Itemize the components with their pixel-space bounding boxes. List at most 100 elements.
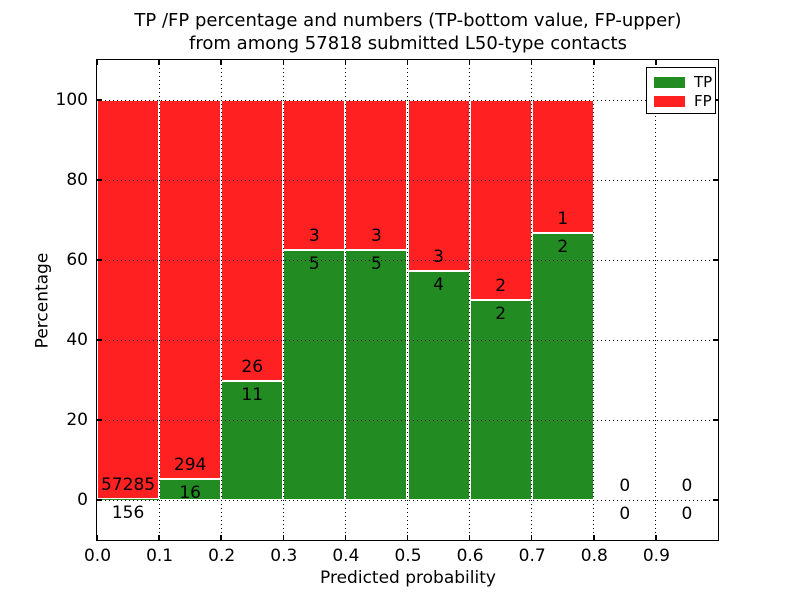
tick-mark-right bbox=[713, 419, 718, 421]
x-tick-label: 0.4 bbox=[332, 546, 360, 566]
fp-color-swatch bbox=[654, 96, 685, 107]
x-tick-label: 0.9 bbox=[642, 546, 670, 566]
tp-count-label: 2 bbox=[557, 237, 569, 258]
gridline-vertical bbox=[344, 60, 346, 540]
fp-count-label: 3 bbox=[433, 247, 444, 268]
x-tick-label: 0.0 bbox=[83, 546, 112, 566]
gridline-vertical bbox=[655, 60, 657, 540]
chart-title-line1: TP /FP percentage and numbers (TP-bottom… bbox=[134, 10, 682, 31]
tick-mark-bottom bbox=[655, 535, 657, 540]
tick-mark-top bbox=[530, 60, 533, 65]
gridline-vertical bbox=[407, 60, 408, 540]
tick-mark-right bbox=[713, 339, 718, 341]
legend-item-fp: FP bbox=[647, 92, 715, 111]
tick-mark-bottom bbox=[468, 535, 471, 540]
fp-count-label: 3 bbox=[371, 226, 382, 246]
tick-mark-bottom bbox=[593, 535, 595, 540]
tp-count-label: 0 bbox=[619, 504, 631, 524]
bar-tp-segment bbox=[469, 300, 532, 500]
fp-count-label: 1 bbox=[557, 209, 569, 230]
tp-count-label: 5 bbox=[371, 254, 382, 274]
fp-count-label: 26 bbox=[241, 357, 264, 378]
legend: TP FP bbox=[646, 67, 716, 114]
bar-tp-segment bbox=[221, 381, 284, 500]
tick-mark-right bbox=[713, 179, 718, 181]
gridline-vertical bbox=[220, 60, 222, 540]
bar-fp-segment bbox=[221, 100, 284, 382]
bar-tp-segment bbox=[407, 271, 470, 500]
gridline-vertical bbox=[158, 60, 160, 540]
fp-count-label: 57285 bbox=[101, 474, 156, 495]
tick-mark-top bbox=[220, 60, 222, 65]
x-tick-label: 0.3 bbox=[270, 546, 298, 566]
bar-fp-segment bbox=[283, 100, 346, 250]
bar-fp-segment bbox=[469, 100, 532, 300]
x-tick-label: 0.6 bbox=[456, 546, 484, 566]
tp-count-label: 2 bbox=[495, 304, 507, 324]
tick-mark-bottom bbox=[96, 535, 98, 540]
bar-tp-segment bbox=[97, 498, 160, 500]
x-tick-label: 0.5 bbox=[394, 546, 422, 566]
tick-mark-bottom bbox=[530, 535, 533, 540]
tick-mark-bottom bbox=[158, 535, 160, 540]
tick-mark-right bbox=[713, 499, 718, 501]
tp-count-label: 4 bbox=[433, 275, 444, 296]
bar-fp-segment bbox=[159, 100, 222, 480]
chart-title: TP /FP percentage and numbers (TP-bottom… bbox=[96, 9, 720, 55]
bar-tp-segment bbox=[531, 233, 594, 500]
tick-mark-left bbox=[97, 99, 102, 101]
tick-mark-top bbox=[282, 60, 285, 65]
x-tick-label: 0.7 bbox=[518, 546, 546, 566]
tick-mark-left bbox=[97, 499, 102, 501]
tp-count-label: 156 bbox=[111, 502, 145, 523]
x-axis-title: Predicted probability bbox=[320, 568, 496, 588]
gridline-vertical bbox=[593, 60, 595, 540]
fp-count-label: 2 bbox=[495, 276, 507, 296]
gridline-vertical bbox=[282, 60, 284, 540]
y-tick-label: 80 bbox=[66, 170, 88, 190]
tick-mark-top bbox=[158, 60, 160, 65]
y-tick-label: 60 bbox=[66, 250, 88, 270]
gridline-vertical bbox=[531, 60, 533, 540]
tick-mark-left bbox=[97, 339, 102, 341]
gridline-vertical bbox=[469, 60, 471, 540]
tick-mark-bottom bbox=[220, 535, 222, 540]
bar-fp-segment bbox=[407, 100, 470, 272]
tp-count-label: 5 bbox=[308, 254, 320, 274]
plot-area: 57285 156 294 16 26 11 3 5 3 5 3 4 2 2 1 2 0 0 0 0 bbox=[96, 59, 719, 541]
y-axis-title: Percentage bbox=[32, 252, 53, 349]
tick-mark-top bbox=[468, 60, 471, 65]
bar-tp-segment bbox=[283, 250, 346, 500]
tick-mark-top bbox=[96, 60, 98, 65]
tick-mark-top bbox=[593, 60, 595, 65]
tick-mark-top bbox=[344, 60, 347, 65]
x-tick-label: 0.2 bbox=[208, 546, 236, 566]
tick-mark-bottom bbox=[282, 535, 285, 540]
tick-mark-left bbox=[97, 419, 102, 421]
y-tick-label: 20 bbox=[66, 410, 88, 430]
chart-title-line2: from among 57818 submitted L50-type cont… bbox=[189, 33, 627, 54]
fp-count-label: 0 bbox=[619, 476, 631, 496]
legend-label-tp: TP bbox=[694, 73, 713, 91]
bar-fp-segment bbox=[531, 100, 594, 234]
tp-color-swatch bbox=[654, 77, 685, 88]
bar-tp-segment bbox=[159, 479, 222, 500]
tick-mark-top bbox=[406, 60, 409, 65]
tp-count-label: 16 bbox=[179, 483, 201, 504]
tick-mark-left bbox=[97, 259, 102, 261]
x-tick-label: 0.1 bbox=[146, 546, 174, 566]
tp-count-label: 0 bbox=[681, 504, 693, 524]
bar-fp-segment bbox=[345, 100, 408, 250]
tick-mark-left bbox=[97, 179, 102, 181]
tick-mark-right bbox=[713, 259, 718, 261]
tick-mark-top bbox=[655, 60, 657, 65]
legend-label-fp: FP bbox=[694, 92, 712, 110]
y-tick-label: 0 bbox=[77, 490, 88, 510]
bar-tp-segment bbox=[345, 250, 408, 500]
fp-count-label: 0 bbox=[681, 476, 693, 496]
tick-mark-bottom bbox=[406, 535, 409, 540]
tick-mark-bottom bbox=[344, 535, 347, 540]
y-tick-label: 40 bbox=[66, 330, 88, 350]
bar-fp-segment bbox=[97, 100, 160, 499]
